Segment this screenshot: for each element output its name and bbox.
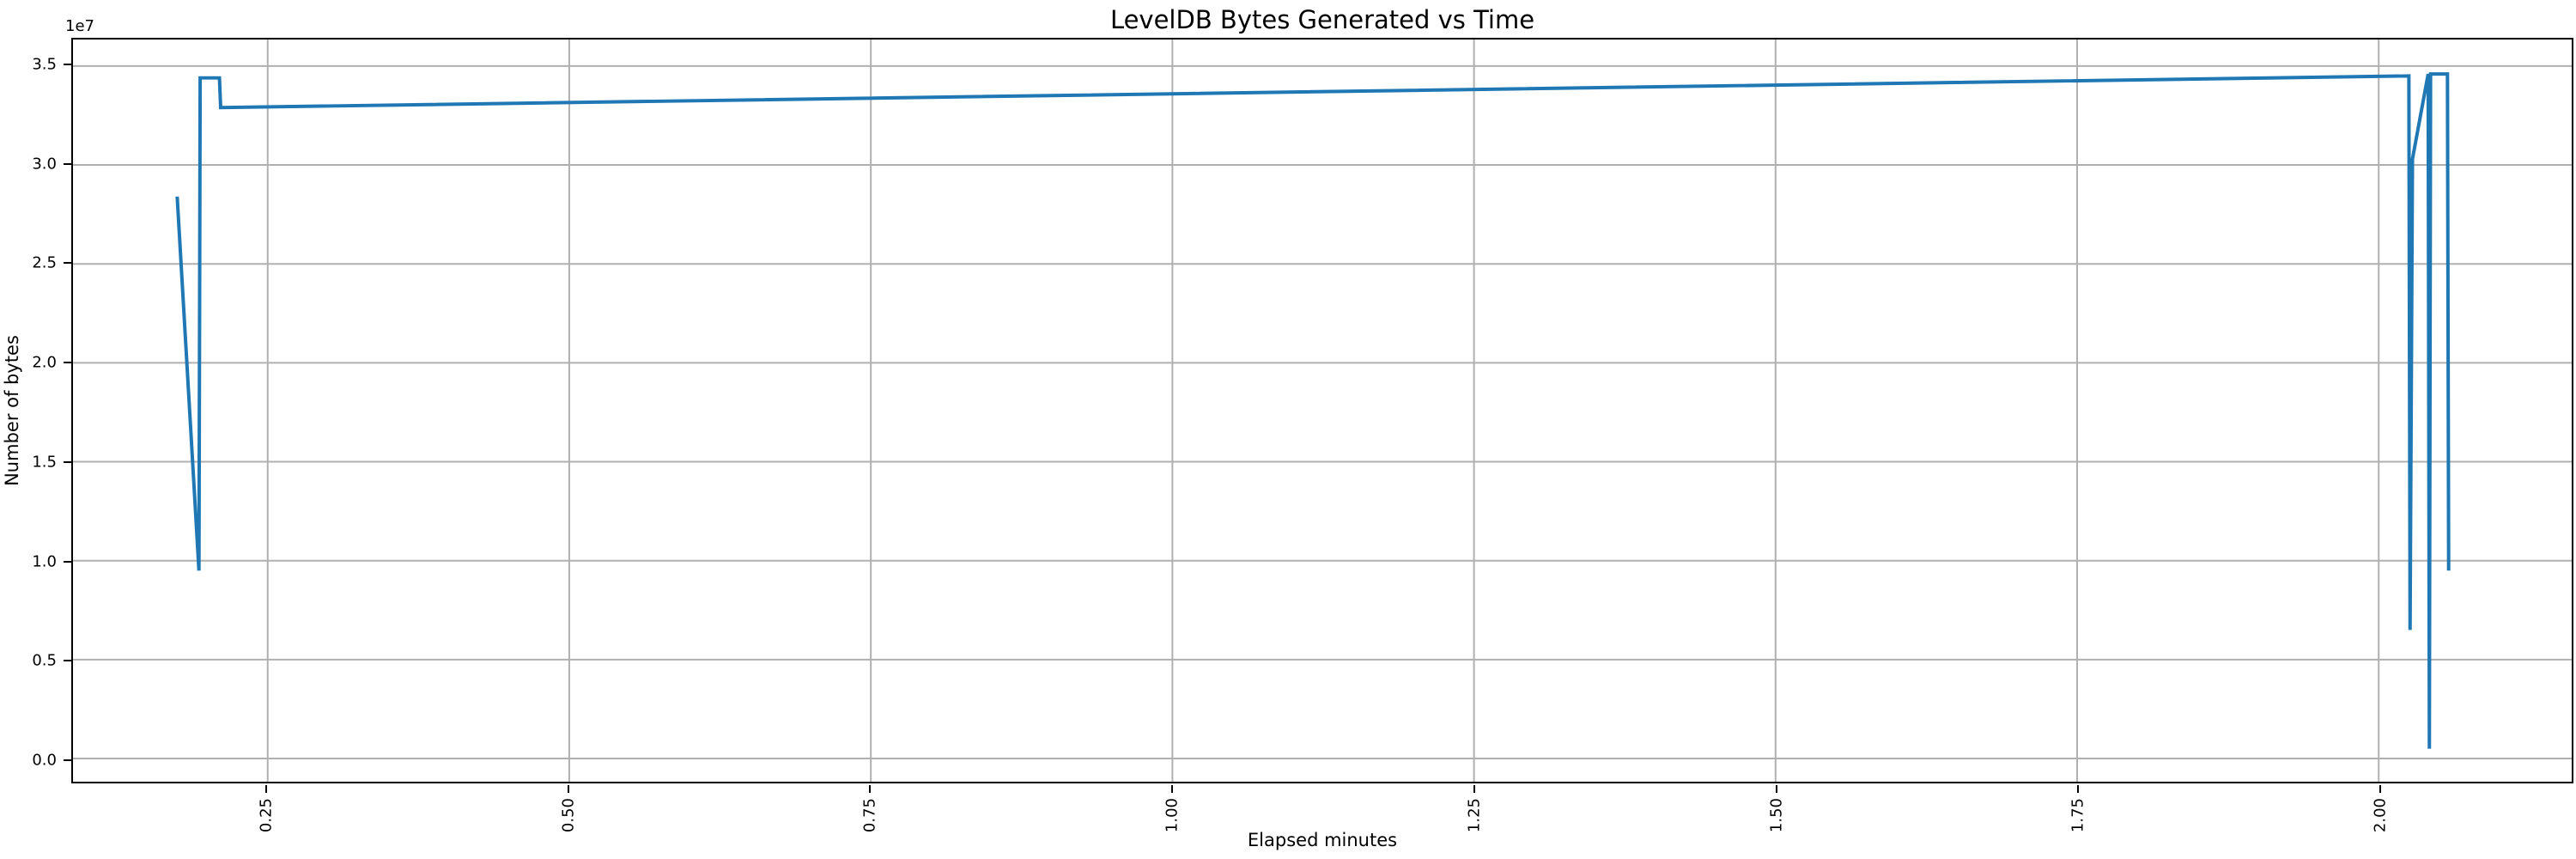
x-tick-mark xyxy=(567,785,569,793)
x-tick-mark xyxy=(1171,785,1174,793)
y-tick-label: 1.0 xyxy=(32,552,57,571)
x-tick-label: 0.75 xyxy=(860,798,879,833)
x-tick-label: 1.00 xyxy=(1163,798,1182,833)
x-tick-mark xyxy=(265,785,268,793)
x-tick-label: 0.50 xyxy=(559,798,578,833)
chart-title: LevelDB Bytes Generated vs Time xyxy=(1109,5,1535,34)
x-tick-mark xyxy=(2379,785,2381,793)
x-tick-mark xyxy=(869,785,872,793)
x-tick-mark xyxy=(1473,785,1475,793)
x-tick-label: 1.25 xyxy=(1465,798,1484,833)
x-tick-label: 1.50 xyxy=(1767,798,1786,833)
x-tick-label: 1.75 xyxy=(2069,798,2087,833)
y-tick-mark xyxy=(64,64,71,65)
data-line-bytes_generated xyxy=(175,72,2451,749)
x-tick-label: 2.00 xyxy=(2371,798,2390,833)
y-tick-label: 1.5 xyxy=(32,453,57,472)
y-axis-offset-text: 1e7 xyxy=(65,17,94,35)
plot-area xyxy=(71,38,2573,783)
y-tick-label: 3.0 xyxy=(32,155,57,174)
y-tick-label: 0.0 xyxy=(32,751,57,770)
x-axis-label: Elapsed minutes xyxy=(1247,830,1398,850)
y-tick-mark xyxy=(64,560,71,563)
y-tick-mark xyxy=(64,162,71,165)
x-tick-label: 0.25 xyxy=(257,798,276,833)
y-tick-mark xyxy=(64,460,71,463)
y-tick-label: 2.0 xyxy=(32,353,57,372)
y-tick-mark xyxy=(64,660,71,662)
x-tick-mark xyxy=(1775,785,1777,793)
y-tick-mark xyxy=(64,362,71,364)
plot-canvas xyxy=(73,40,2572,782)
y-tick-mark xyxy=(64,758,71,761)
x-tick-mark xyxy=(2077,785,2080,793)
y-tick-label: 0.5 xyxy=(32,651,57,670)
y-tick-label: 2.5 xyxy=(32,253,57,272)
y-tick-mark xyxy=(64,262,71,265)
y-tick-label: 3.5 xyxy=(32,55,57,74)
